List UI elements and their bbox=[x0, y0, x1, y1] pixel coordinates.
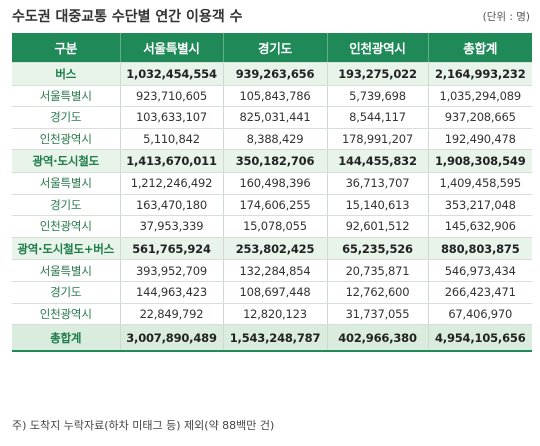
cell: 37,953,339 bbox=[119, 215, 223, 238]
table-row: 광역·도시철도 1,413,670,011 350,182,706 144,455,8… bbox=[12, 149, 532, 173]
cell: 65,235,526 bbox=[326, 237, 428, 261]
table-row: 경기도 163,470,180 174,606,255 15,140,613 353,2… bbox=[12, 194, 532, 217]
cell: 22,849,792 bbox=[119, 303, 223, 326]
title: 수도권 대중교통 수단별 연간 이용객 수 bbox=[12, 9, 243, 25]
cell: 923,710,605 bbox=[119, 85, 223, 108]
cell: 3,007,890,489 bbox=[119, 324, 223, 353]
row-label: 인천광역시 bbox=[12, 128, 120, 151]
cell: 4,954,105,656 bbox=[427, 324, 532, 353]
table-row: 서울특별시 923,710,605 105,843,786 5,739,698 1,03… bbox=[12, 85, 532, 108]
cell: 880,803,875 bbox=[427, 237, 532, 261]
cell: 8,544,117 bbox=[326, 106, 428, 129]
cell: 393,952,709 bbox=[119, 259, 223, 282]
row-label: 총합계 bbox=[12, 324, 120, 353]
footnote: 주) 도착지 누락자료(하차 미태그 등) 제외(약 88백만 건) bbox=[12, 419, 275, 432]
cell: 5,739,698 bbox=[326, 85, 428, 108]
row-label: 서울특별시 bbox=[12, 259, 120, 282]
cell: 160,498,396 bbox=[222, 172, 327, 195]
cell: 937,208,665 bbox=[427, 106, 532, 129]
cell: 193,275,022 bbox=[326, 62, 428, 86]
row-label: 광역·도시철도+버스 bbox=[12, 237, 120, 261]
cell: 163,470,180 bbox=[119, 194, 223, 217]
cell: 144,963,423 bbox=[119, 281, 223, 304]
row-label: 서울특별시 bbox=[12, 85, 120, 108]
cell: 15,078,055 bbox=[222, 215, 327, 238]
table-row: 인천광역시 37,953,339 15,078,055 92,601,512 145,6… bbox=[12, 215, 532, 238]
row-label: 경기도 bbox=[12, 281, 120, 304]
row-label: 경기도 bbox=[12, 194, 120, 217]
table-row: 총합계 3,007,890,489 1,543,248,787 402,966,380… bbox=[12, 324, 532, 353]
cell: 546,973,434 bbox=[427, 259, 532, 282]
column-header: 인천광역시 bbox=[326, 33, 428, 63]
row-label: 인천광역시 bbox=[12, 303, 120, 326]
table-row: 경기도 144,963,423 108,697,448 12,762,600 266,4… bbox=[12, 281, 532, 304]
cell: 36,713,707 bbox=[326, 172, 428, 195]
table-row: 인천광역시 5,110,842 8,388,429 178,991,207 192,49… bbox=[12, 128, 532, 151]
cell: 1,543,248,787 bbox=[222, 324, 327, 353]
cell: 20,735,871 bbox=[326, 259, 428, 282]
cell: 174,606,255 bbox=[222, 194, 327, 217]
cell: 353,217,048 bbox=[427, 194, 532, 217]
cell: 1,035,294,089 bbox=[427, 85, 532, 108]
table-row: 서울특별시 1,212,246,492 160,498,396 36,713,707 1… bbox=[12, 172, 532, 195]
table-row: 서울특별시 393,952,709 132,284,854 20,735,871 546… bbox=[12, 259, 532, 282]
table-row: 광역·도시철도+버스 561,765,924 253,802,425 65,235,5… bbox=[12, 237, 532, 261]
row-label: 서울특별시 bbox=[12, 172, 120, 195]
cell: 1,908,308,549 bbox=[427, 149, 532, 173]
cell: 108,697,448 bbox=[222, 281, 327, 304]
column-header: 서울특별시 bbox=[119, 33, 223, 63]
row-label: 광역·도시철도 bbox=[12, 149, 120, 173]
cell: 12,762,600 bbox=[326, 281, 428, 304]
cell: 1,212,246,492 bbox=[119, 172, 223, 195]
cell: 350,182,706 bbox=[222, 149, 327, 173]
column-header: 구분 bbox=[12, 33, 120, 63]
cell: 253,802,425 bbox=[222, 237, 327, 261]
data-table: 구분 서울특별시 경기도 인천광역시 총합계 버스 1,032,454,554 939,26… bbox=[12, 33, 532, 353]
cell: 561,765,924 bbox=[119, 237, 223, 261]
cell: 402,966,380 bbox=[326, 324, 428, 353]
cell: 15,140,613 bbox=[326, 194, 428, 217]
cell: 2,164,993,232 bbox=[427, 62, 532, 86]
cell: 144,455,832 bbox=[326, 149, 428, 173]
cell: 103,633,107 bbox=[119, 106, 223, 129]
cell: 939,263,656 bbox=[222, 62, 327, 86]
cell: 12,820,123 bbox=[222, 303, 327, 326]
cell: 67,406,970 bbox=[427, 303, 532, 326]
cell: 5,110,842 bbox=[119, 128, 223, 151]
row-label: 인천광역시 bbox=[12, 215, 120, 238]
cell: 31,737,055 bbox=[326, 303, 428, 326]
cell: 266,423,471 bbox=[427, 281, 532, 304]
cell: 825,031,441 bbox=[222, 106, 327, 129]
unit-label: (단위 : 명) bbox=[482, 11, 530, 23]
header-row: 구분 서울특별시 경기도 인천광역시 총합계 bbox=[12, 33, 532, 63]
row-label: 버스 bbox=[12, 62, 120, 86]
cell: 1,413,670,011 bbox=[119, 149, 223, 173]
table-row: 버스 1,032,454,554 939,263,656 193,275,022 2,1… bbox=[12, 62, 532, 86]
cell: 105,843,786 bbox=[222, 85, 327, 108]
cell: 8,388,429 bbox=[222, 128, 327, 151]
cell: 178,991,207 bbox=[326, 128, 428, 151]
cell: 192,490,478 bbox=[427, 128, 532, 151]
table-row: 인천광역시 22,849,792 12,820,123 31,737,055 67,40… bbox=[12, 303, 532, 326]
cell: 132,284,854 bbox=[222, 259, 327, 282]
cell: 1,409,458,595 bbox=[427, 172, 532, 195]
row-label: 경기도 bbox=[12, 106, 120, 129]
table-row: 경기도 103,633,107 825,031,441 8,544,117 937,20… bbox=[12, 106, 532, 129]
cell: 1,032,454,554 bbox=[119, 62, 223, 86]
column-header: 경기도 bbox=[222, 33, 327, 63]
cell: 92,601,512 bbox=[326, 215, 428, 238]
cell: 145,632,906 bbox=[427, 215, 532, 238]
column-header: 총합계 bbox=[427, 33, 532, 63]
